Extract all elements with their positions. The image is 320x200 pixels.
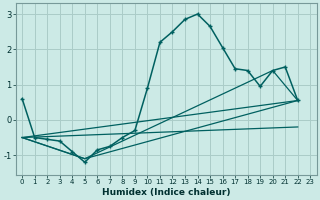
- X-axis label: Humidex (Indice chaleur): Humidex (Indice chaleur): [102, 188, 230, 197]
